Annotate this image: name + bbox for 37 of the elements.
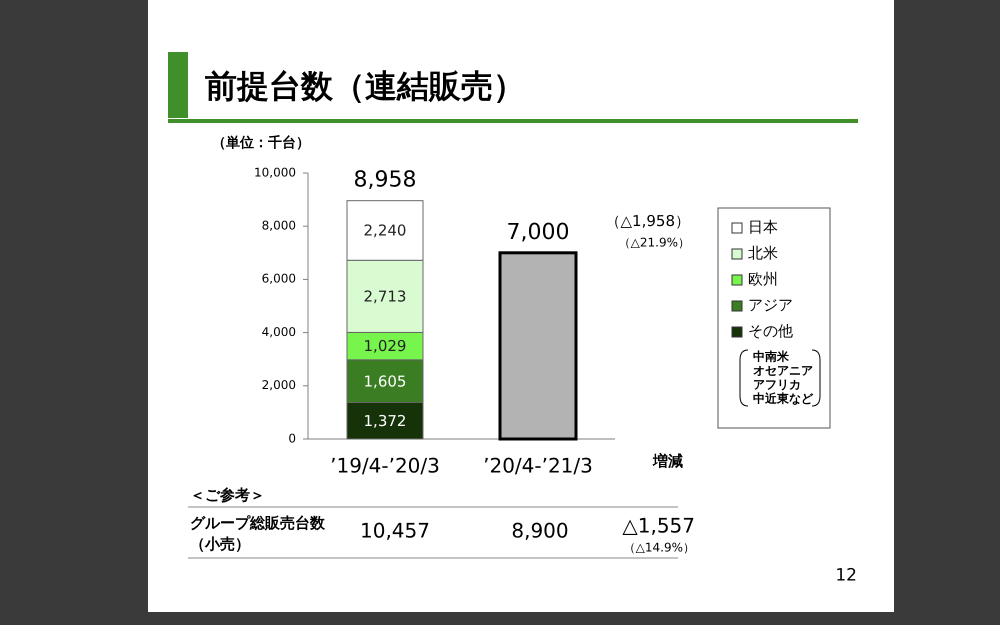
data-label: 2,240	[364, 222, 406, 240]
y-tick-label: 2,000	[262, 378, 296, 392]
text: （△21.9%）	[618, 235, 690, 250]
text: △1,557	[622, 513, 695, 538]
y-tick-label: 10,000	[254, 165, 296, 180]
text: 増減	[652, 452, 683, 470]
y-tick-label: 0	[288, 431, 296, 446]
data-label: 1,605	[364, 372, 406, 390]
text: アフリカ	[753, 377, 801, 392]
text: オセアニア	[753, 363, 813, 378]
text: 10,457	[360, 518, 430, 542]
legend-label: 北米	[748, 244, 778, 262]
x-tick-label: ’20/4-’21/3	[483, 453, 593, 478]
y-tick-label: 6,000	[262, 272, 296, 286]
chart-title: 前提台数（連結販売）	[205, 66, 525, 105]
y-axis-title: （単位：千台）	[212, 134, 310, 151]
text: グループ総販売台数	[190, 514, 326, 532]
y-tick-label: 8,000	[262, 218, 296, 232]
text: ＜ご参考＞	[190, 486, 265, 504]
legend-label: その他	[748, 322, 793, 340]
y-tick-label: 4,000	[262, 324, 296, 339]
total-label: 7,000	[506, 220, 570, 245]
text: 8,900	[511, 518, 569, 542]
legend-label: アジア	[748, 296, 793, 314]
text: （△14.9%）	[624, 540, 695, 554]
legend-label: 欧州	[748, 270, 778, 288]
text: 中南米	[753, 349, 790, 364]
text: 12	[835, 566, 857, 586]
data-label: 1,029	[364, 337, 406, 356]
annotation: （△1,958）	[606, 212, 690, 230]
text: （小売）	[190, 535, 250, 554]
text: 中近東など	[753, 391, 814, 406]
text: 日本	[748, 218, 778, 236]
x-tick-label: ’19/4-’20/3	[330, 453, 440, 478]
data-label: 1,372	[364, 412, 406, 430]
data-label: 2,713	[364, 287, 406, 306]
total-label: 8,958	[354, 168, 416, 193]
